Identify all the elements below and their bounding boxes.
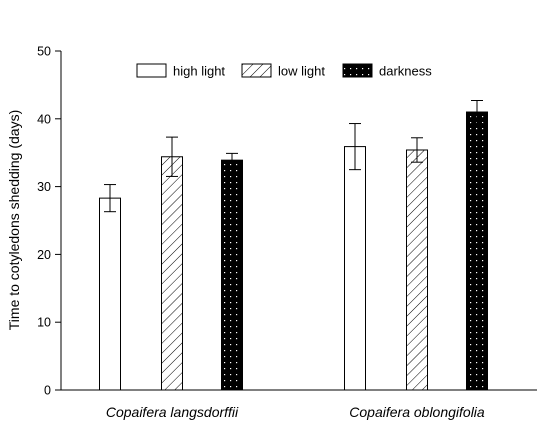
legend-label: low light [278,64,325,79]
y-tick-label: 50 [37,45,51,59]
bar-open [99,197,121,391]
bar-dotted [466,111,488,391]
bar-dotted [221,159,243,391]
legend-label: high light [173,64,225,79]
category-label: Copaifera langsdorffii [106,404,239,420]
y-tick-label: 10 [37,316,51,330]
y-tick-label: 0 [44,384,51,398]
y-tick-label: 20 [37,248,51,262]
bar-hatched [406,149,428,391]
y-axis-title: Time to cotyledons shedding (days) [6,110,22,330]
category-label: Copaifera oblongifolia [349,404,485,420]
bars [99,111,488,391]
legend-swatch-hatched [241,63,272,78]
legend-swatch-dotted [342,63,373,78]
legend-label: darkness [379,64,432,79]
y-tick-label: 40 [37,112,51,126]
legend-swatch-open [136,63,167,78]
category-labels: Copaifera langsdorffii Copaifera oblongif… [106,404,485,420]
error-bars [104,99,483,213]
y-axis-ticks: 0 10 20 30 40 50 [37,45,61,398]
bar-open [344,146,366,391]
bar-hatched [161,156,183,391]
legend: high light low light darkness [136,63,432,79]
y-tick-label: 30 [37,180,51,194]
